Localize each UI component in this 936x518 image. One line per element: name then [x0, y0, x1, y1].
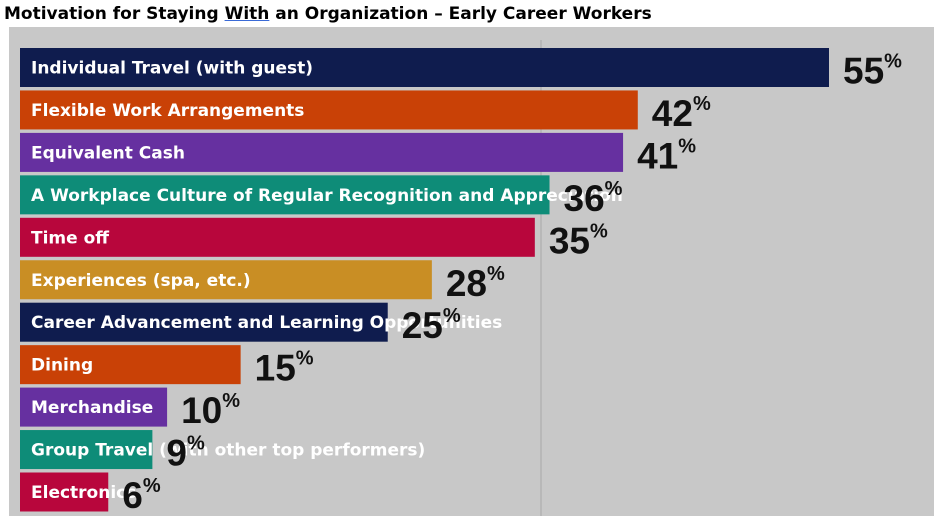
data-label: 42%	[652, 93, 711, 134]
data-label: 25%	[402, 305, 461, 346]
data-label: 35%	[549, 220, 608, 261]
title-part-1: Motivation for Staying	[4, 4, 225, 24]
bar	[20, 387, 168, 427]
data-label: 41%	[637, 135, 696, 176]
bar-label: Dining	[31, 356, 93, 376]
bar-label: Experiences (spa, etc.)	[31, 271, 251, 291]
data-label: 15%	[255, 348, 314, 389]
bar-label: Group Travel (with other top performers)	[31, 441, 425, 461]
bar	[20, 430, 153, 470]
bar-label: Equivalent Cash	[31, 143, 185, 163]
bar	[20, 217, 535, 257]
bar-label: Merchandise	[31, 398, 153, 418]
chart-title: Motivation for Staying With an Organizat…	[4, 4, 652, 24]
bar	[20, 175, 550, 215]
bar	[20, 345, 241, 385]
bar-label: Time off	[31, 228, 109, 248]
bar-label: Individual Travel (with guest)	[31, 59, 313, 79]
bar-label: A Workplace Culture of Regular Recogniti…	[31, 186, 623, 206]
bar	[20, 90, 638, 130]
bar-label: Flexible Work Arrangements	[31, 101, 304, 121]
title-part-2: With	[224, 4, 270, 24]
data-label: 36%	[564, 178, 623, 219]
bar	[20, 302, 388, 342]
bar	[20, 48, 829, 87]
bar-label: Electronics	[31, 483, 136, 503]
bar-label: Career Advancement and Learning Opportun…	[31, 313, 502, 333]
bar	[20, 260, 432, 300]
data-label: 10%	[181, 390, 240, 431]
data-label: 28%	[446, 263, 505, 304]
data-label: 9%	[166, 433, 205, 474]
bar	[20, 132, 624, 172]
data-label: 55%	[843, 51, 902, 92]
data-label: 6%	[122, 475, 161, 516]
bar	[20, 472, 109, 512]
title-part-3: an Organization – Early Career Workers	[269, 4, 652, 24]
